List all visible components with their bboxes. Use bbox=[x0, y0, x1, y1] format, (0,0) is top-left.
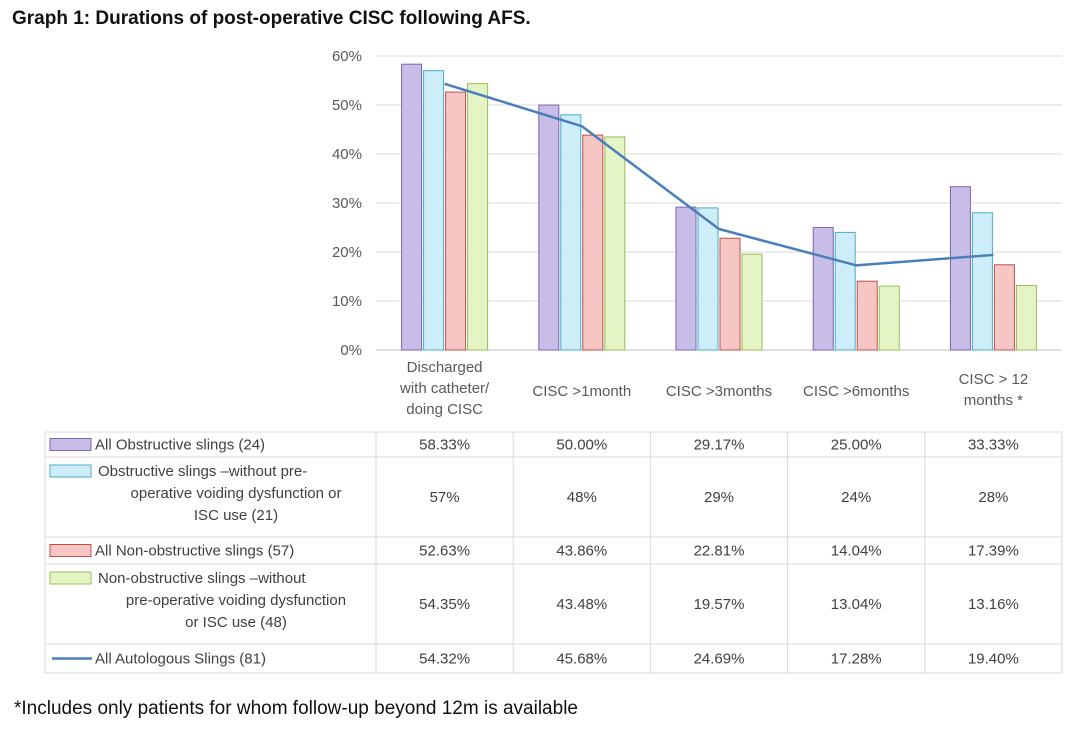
y-tick-label: 60% bbox=[332, 48, 362, 65]
bar bbox=[582, 134, 604, 351]
bar bbox=[1015, 285, 1037, 351]
y-tick-label: 20% bbox=[332, 244, 362, 261]
bar bbox=[445, 91, 467, 351]
table-cell: 19.57% bbox=[694, 596, 745, 613]
bar bbox=[993, 264, 1015, 351]
bars bbox=[401, 63, 1037, 351]
table-cell: 52.63% bbox=[419, 543, 470, 560]
table-cell: 17.28% bbox=[831, 651, 882, 668]
table-cell: 43.48% bbox=[556, 596, 607, 613]
bar bbox=[949, 186, 971, 351]
bar bbox=[878, 285, 900, 351]
bar bbox=[741, 253, 763, 351]
table-cell: 54.35% bbox=[419, 596, 470, 613]
table-cell: 24.69% bbox=[694, 651, 745, 668]
table-cell: 25.00% bbox=[831, 437, 882, 454]
y-tick-label: 30% bbox=[332, 195, 362, 212]
table-cell: 29.17% bbox=[694, 437, 745, 454]
table-cell: 54.32% bbox=[419, 651, 470, 668]
category-label: Discharged with catheter/doing CISC bbox=[399, 359, 490, 418]
table-cell: 43.86% bbox=[556, 543, 607, 560]
legend-entry: All Non-obstructive slings (57) bbox=[95, 543, 294, 560]
y-axis: 0% 10% 20% 30% 40% 50% 60% bbox=[332, 48, 362, 359]
bar bbox=[812, 227, 834, 351]
category-label: CISC >3months bbox=[666, 383, 772, 400]
bar bbox=[856, 280, 878, 351]
legend-entry: All Obstructive slings (24) bbox=[95, 437, 265, 454]
table-cell: 24% bbox=[841, 489, 871, 506]
y-tick-label: 0% bbox=[340, 342, 362, 359]
chart-title: Graph 1: Durations of post-operative CIS… bbox=[12, 8, 531, 29]
bar bbox=[401, 63, 423, 351]
bar bbox=[538, 104, 560, 351]
table-cell: 57% bbox=[430, 489, 460, 506]
trend-line bbox=[444, 82, 994, 267]
category-labels: Discharged with catheter/doing CISC CISC >… bbox=[399, 359, 1028, 418]
legend-entry: All Autologous Slings (81) bbox=[95, 651, 266, 668]
bar bbox=[467, 83, 489, 351]
y-tick-label: 50% bbox=[332, 97, 362, 114]
legend-key bbox=[49, 571, 92, 585]
table-cell: 28% bbox=[978, 489, 1008, 506]
bar bbox=[834, 231, 856, 351]
table-cell: 22.81% bbox=[694, 543, 745, 560]
bar bbox=[719, 237, 741, 351]
table-cell: 17.39% bbox=[968, 543, 1019, 560]
bar bbox=[560, 114, 582, 351]
bar bbox=[675, 206, 697, 351]
legend-entry: Non-obstructive slings –without pre-opera… bbox=[98, 570, 346, 631]
legend-key bbox=[49, 544, 92, 557]
table-cell: 29% bbox=[704, 489, 734, 506]
table-cell: 58.33% bbox=[419, 437, 470, 454]
y-tick-label: 40% bbox=[332, 146, 362, 163]
grid-lines bbox=[376, 55, 1062, 351]
footnote: *Includes only patients for whom follow-… bbox=[14, 698, 578, 719]
category-label: CISC >1month bbox=[532, 383, 631, 400]
table-cell: 33.33% bbox=[968, 437, 1019, 454]
category-label: CISC >6months bbox=[803, 383, 909, 400]
table-cell: 13.16% bbox=[968, 596, 1019, 613]
table-cell: 13.04% bbox=[831, 596, 882, 613]
legend-key bbox=[49, 438, 92, 451]
series-line bbox=[444, 82, 994, 267]
table-cell: 48% bbox=[567, 489, 597, 506]
bar bbox=[423, 70, 445, 351]
bar bbox=[697, 207, 719, 351]
data-table: All Obstructive slings (24) 58.33% 50.00% 2… bbox=[44, 431, 1063, 674]
legend-key bbox=[49, 464, 92, 478]
table-cell: 19.40% bbox=[968, 651, 1019, 668]
table-cell: 50.00% bbox=[556, 437, 607, 454]
table-cell: 45.68% bbox=[556, 651, 607, 668]
table-cell: 14.04% bbox=[831, 543, 882, 560]
bar bbox=[971, 212, 993, 351]
category-label: CISC > 12 months * bbox=[959, 371, 1029, 409]
bar bbox=[604, 136, 626, 351]
y-tick-label: 10% bbox=[332, 293, 362, 310]
legend-entry: Obstructive slings –without pre-operativ… bbox=[98, 463, 341, 524]
